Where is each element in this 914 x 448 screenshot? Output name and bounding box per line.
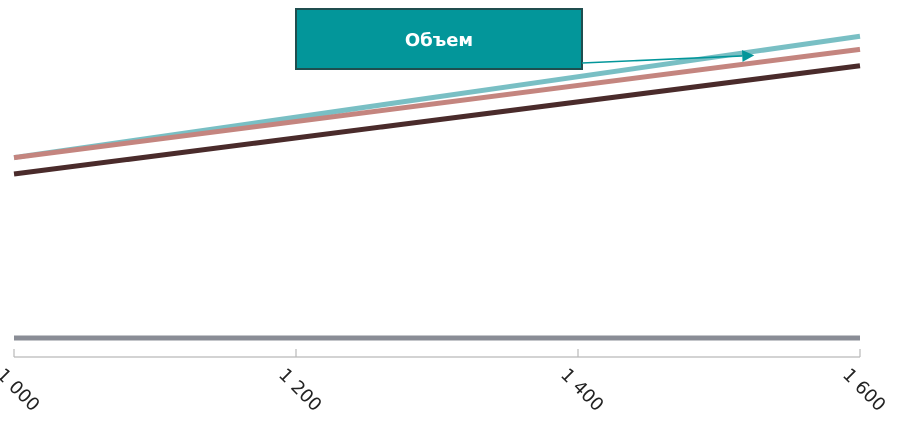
callout-annotation: Объем: [295, 8, 755, 70]
x-tick-label: 1 400: [556, 364, 607, 415]
x-tick-label: 1 000: [0, 364, 44, 415]
x-axis-ticks: 1 000 1 200 1 400 1 600: [0, 349, 890, 416]
callout-label: Объем: [405, 30, 473, 51]
callout-box: [295, 8, 583, 70]
x-tick-label: 1 600: [838, 364, 889, 415]
x-tick-label: 1 200: [274, 364, 325, 415]
series-line-2: [13, 46, 861, 161]
callout-arrowhead: [741, 49, 755, 62]
series-line-3: [13, 63, 861, 177]
series-layer: [13, 33, 861, 341]
callout-arrow: [581, 55, 743, 64]
